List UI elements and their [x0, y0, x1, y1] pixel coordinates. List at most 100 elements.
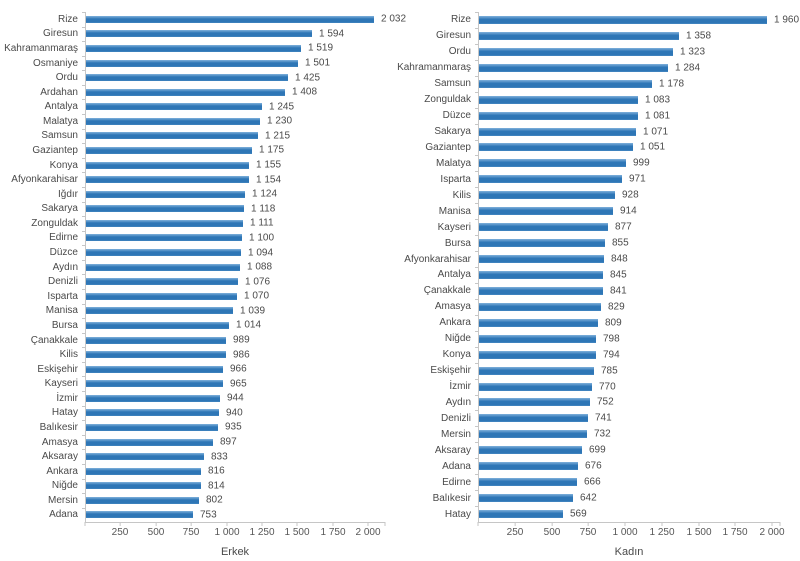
bar[interactable] [86, 511, 193, 519]
category-label: Mersin [440, 428, 471, 440]
category-label: Sakarya [434, 126, 471, 138]
bar[interactable] [86, 59, 298, 67]
bar[interactable] [479, 143, 633, 152]
bar[interactable] [86, 190, 245, 198]
bar[interactable] [86, 219, 243, 227]
bar[interactable] [86, 482, 201, 490]
bar[interactable] [479, 111, 638, 120]
bar-row: Edirne 1 100 [0, 230, 400, 246]
bar[interactable] [86, 496, 199, 504]
category-label: Düzce [442, 110, 471, 122]
bar-track: 753 [82, 507, 400, 523]
bar[interactable] [86, 307, 233, 315]
category-label: Zonguldak [424, 94, 471, 106]
tick-label: 250 [111, 527, 129, 538]
bar[interactable] [86, 30, 312, 38]
bar-track: 1 960 [475, 12, 800, 28]
bar[interactable] [86, 438, 213, 446]
bar[interactable] [479, 302, 601, 311]
y-axis-tick [82, 84, 86, 86]
bar[interactable] [479, 430, 587, 439]
bar[interactable] [479, 191, 615, 200]
bar[interactable] [86, 394, 220, 402]
bar[interactable] [479, 398, 590, 407]
bar[interactable] [86, 336, 226, 344]
bar[interactable] [86, 249, 241, 257]
bar[interactable] [86, 176, 249, 184]
value-label: 676 [585, 460, 602, 472]
bar[interactable] [86, 380, 223, 388]
bar[interactable] [86, 74, 288, 82]
tick-mark [698, 522, 700, 526]
bar-track: 965 [82, 376, 400, 392]
bar[interactable] [86, 132, 258, 140]
bar-track: 732 [475, 426, 800, 443]
bar[interactable] [86, 146, 252, 154]
bar[interactable] [86, 15, 374, 23]
bar[interactable] [86, 88, 285, 96]
bar[interactable] [479, 414, 588, 423]
bar[interactable] [479, 63, 668, 72]
bar[interactable] [86, 365, 223, 373]
bar-row: Ordu 1 425 [0, 70, 400, 85]
bar[interactable] [86, 234, 242, 242]
bar[interactable] [86, 205, 244, 213]
tick-mark [551, 522, 553, 526]
bar[interactable] [479, 223, 608, 232]
bar-track: 845 [475, 267, 800, 283]
bar[interactable] [479, 15, 767, 24]
bar[interactable] [479, 478, 577, 487]
bar[interactable] [479, 95, 638, 104]
bar[interactable] [86, 467, 201, 475]
bar[interactable] [479, 366, 594, 375]
bar[interactable] [479, 159, 626, 168]
bar[interactable] [86, 423, 218, 431]
bar[interactable] [86, 351, 226, 359]
bar[interactable] [479, 494, 573, 503]
bar[interactable] [86, 117, 260, 125]
bar[interactable] [86, 44, 301, 52]
bar-row: Balıkesir 642 [400, 490, 800, 507]
category-label: Mersin [47, 494, 78, 506]
bar[interactable] [86, 409, 219, 417]
bar[interactable] [479, 318, 598, 327]
bar[interactable] [86, 453, 204, 461]
bar[interactable] [86, 292, 237, 300]
category-label: Bursa [444, 237, 471, 249]
bar[interactable] [479, 286, 603, 295]
x-axis-tick: 500 [544, 522, 560, 538]
bar[interactable] [86, 321, 229, 329]
bar[interactable] [479, 510, 563, 519]
bar[interactable] [479, 350, 596, 359]
bar[interactable] [479, 462, 578, 471]
bar-row: Afyonkarahisar 848 [400, 251, 800, 267]
bar[interactable] [479, 239, 605, 248]
y-axis-tick [82, 318, 86, 320]
bar[interactable] [479, 127, 636, 136]
bar[interactable] [479, 175, 622, 184]
tick-mark [332, 522, 334, 526]
bar[interactable] [479, 334, 596, 343]
bar-track: 944 [82, 391, 400, 406]
bar-track: 569 [475, 506, 800, 522]
bar[interactable] [479, 79, 652, 88]
bar-row: Amasya 897 [0, 434, 400, 450]
bar[interactable] [86, 161, 249, 169]
category-label: Iğdır [57, 188, 78, 200]
y-axis-tick [475, 203, 479, 205]
bar[interactable] [479, 47, 673, 56]
bar[interactable] [86, 278, 238, 286]
value-label: 798 [603, 333, 620, 345]
x-axis-tick: 500 [148, 522, 164, 538]
bar[interactable] [479, 255, 604, 264]
bar[interactable] [86, 103, 262, 111]
bar[interactable] [86, 263, 240, 271]
bar[interactable] [479, 382, 592, 391]
bar[interactable] [479, 446, 582, 455]
bar[interactable] [479, 270, 603, 279]
bar-row: Konya 1 155 [0, 157, 400, 173]
bar-track: 833 [82, 449, 400, 464]
bar[interactable] [479, 31, 679, 40]
bar[interactable] [479, 207, 613, 216]
bar-track: 676 [475, 458, 800, 475]
